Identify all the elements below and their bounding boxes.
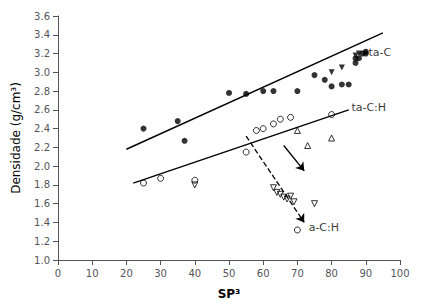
svg-text:1.8: 1.8 <box>34 179 50 190</box>
svg-text:60: 60 <box>257 268 270 279</box>
svg-text:3.4: 3.4 <box>34 29 50 40</box>
svg-text:20: 20 <box>120 268 133 279</box>
svg-text:1.2: 1.2 <box>34 236 50 247</box>
svg-text:2.4: 2.4 <box>34 123 50 134</box>
svg-text:90: 90 <box>359 268 372 279</box>
svg-text:1.4: 1.4 <box>34 217 50 228</box>
svg-text:3.0: 3.0 <box>34 67 50 78</box>
svg-text:2.0: 2.0 <box>34 161 50 172</box>
svg-text:Densidade (g/cm³): Densidade (g/cm³) <box>9 82 23 194</box>
svg-text:10: 10 <box>86 268 99 279</box>
svg-text:30: 30 <box>154 268 167 279</box>
svg-text:a-C:H: a-C:H <box>309 221 339 234</box>
svg-text:3.2: 3.2 <box>34 48 50 59</box>
svg-text:70: 70 <box>291 268 304 279</box>
svg-text:ta-C: ta-C <box>369 46 392 59</box>
svg-text:2.2: 2.2 <box>34 142 50 153</box>
svg-text:40: 40 <box>188 268 201 279</box>
svg-text:ta-C:H: ta-C:H <box>351 101 386 114</box>
svg-text:1.0: 1.0 <box>34 255 50 266</box>
svg-text:80: 80 <box>325 268 338 279</box>
svg-text:100: 100 <box>390 268 409 279</box>
svg-text:1.6: 1.6 <box>34 198 50 209</box>
svg-text:2.8: 2.8 <box>34 86 50 97</box>
svg-text:50: 50 <box>223 268 236 279</box>
svg-text:SP³: SP³ <box>218 287 241 301</box>
svg-text:3.6: 3.6 <box>34 11 50 22</box>
svg-text:0: 0 <box>55 268 61 279</box>
svg-text:2.6: 2.6 <box>34 104 50 115</box>
